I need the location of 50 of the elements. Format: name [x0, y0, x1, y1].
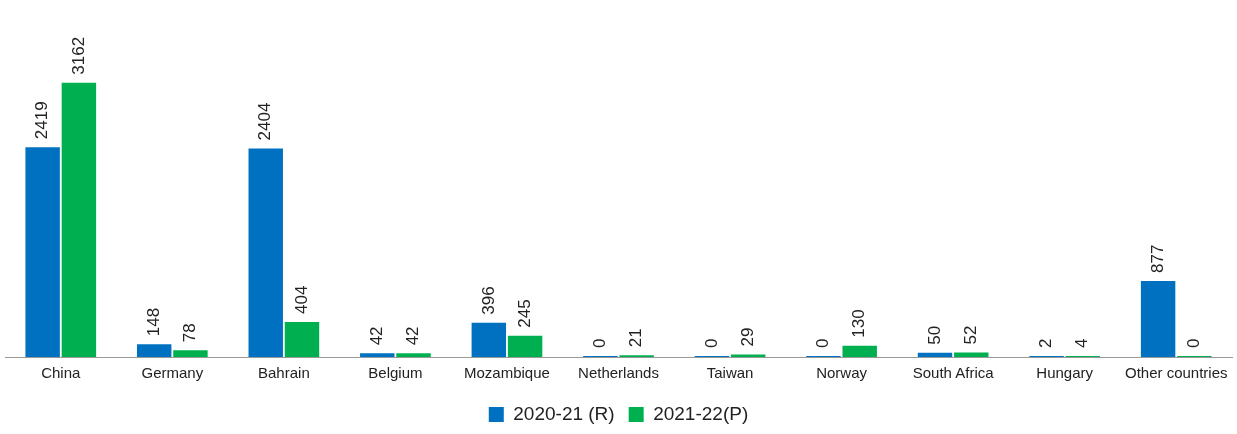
- data-label: 42: [403, 326, 423, 346]
- bar: [173, 350, 208, 357]
- bar: [730, 354, 766, 357]
- x-tick-label: Bahrain: [258, 364, 310, 382]
- data-label: 877: [1147, 244, 1167, 273]
- bar: [471, 322, 507, 357]
- x-tick-label: South Africa: [912, 364, 995, 382]
- data-label: 29: [737, 327, 757, 347]
- legend-label: 2020-21 (R): [513, 402, 615, 424]
- bar: [396, 353, 431, 357]
- bar: [842, 345, 877, 357]
- data-label: 396: [478, 286, 498, 315]
- x-tick-label: Germany: [141, 364, 204, 382]
- bar: [25, 147, 60, 357]
- x-tick-label: Other countries: [1124, 364, 1228, 382]
- data-label: 21: [626, 328, 646, 348]
- bar: [917, 352, 953, 357]
- data-label: 148: [143, 307, 163, 337]
- bar: [248, 148, 283, 357]
- legend-label: 2021-22(P): [653, 402, 749, 424]
- bar: [61, 82, 97, 357]
- data-label: 130: [849, 309, 869, 338]
- x-tick-label: Belgium: [368, 364, 423, 382]
- x-tick-label: Norway: [816, 364, 868, 382]
- data-label: 52: [960, 325, 980, 345]
- data-label: 0: [590, 338, 610, 348]
- x-tick-label: Netherlands: [578, 364, 659, 382]
- x-tick-label: Mozambique: [464, 364, 550, 382]
- data-label: 2419: [32, 101, 52, 140]
- data-label: 4: [1072, 338, 1092, 348]
- data-label: 50: [924, 325, 944, 345]
- data-label: 245: [514, 299, 534, 328]
- data-label: 404: [291, 285, 311, 314]
- bar: [507, 335, 543, 357]
- bar: [284, 321, 320, 357]
- x-tick-label: Taiwan: [706, 364, 754, 382]
- bar: [136, 344, 172, 357]
- data-label: 78: [180, 323, 200, 343]
- x-tick-label: China: [41, 364, 82, 382]
- bar: [360, 353, 395, 357]
- x-tick-label: Hungary: [1036, 364, 1094, 382]
- data-label: 0: [813, 338, 833, 348]
- data-label: 0: [1184, 338, 1204, 348]
- bar: [1140, 280, 1176, 357]
- data-label: 2: [1036, 338, 1056, 348]
- bar: [954, 352, 989, 357]
- data-label: 3162: [68, 36, 88, 75]
- data-label: 2404: [255, 102, 275, 141]
- data-label: 42: [366, 326, 386, 346]
- data-label: 0: [701, 338, 721, 348]
